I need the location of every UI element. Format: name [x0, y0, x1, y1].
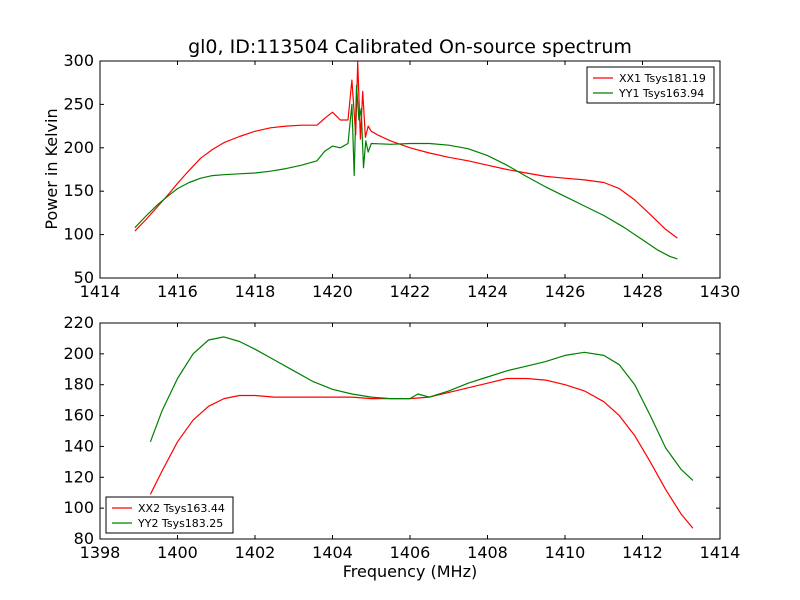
y-tick-label: 50 — [74, 268, 94, 287]
x-tick-label: 1398 — [80, 543, 121, 562]
x-tick-label: 1420 — [312, 282, 353, 301]
y-tick-label: 140 — [63, 436, 94, 455]
x-tick-label: 1406 — [390, 543, 431, 562]
x-tick-label: 1408 — [467, 543, 508, 562]
y-tick-label: 250 — [63, 94, 94, 113]
x-tick-label: 1412 — [622, 543, 663, 562]
series-line-2 — [134, 84, 678, 260]
legend-box — [586, 66, 715, 104]
legend-label-2: YY2 Tsys183.25 — [137, 517, 223, 530]
chart-title: gl0, ID:113504 Calibrated On-source spec… — [188, 36, 632, 58]
x-tick-label: 1414 — [700, 543, 741, 562]
legend-label-1: XX2 Tsys163.44 — [138, 502, 225, 515]
x-tick-label: 1400 — [157, 543, 198, 562]
x-tick-label: 1426 — [545, 282, 586, 301]
legend: XX1 Tsys181.19 YY1 Tsys163.94 — [586, 66, 715, 104]
y-tick-label: 160 — [63, 406, 94, 425]
y-tick-label: 100 — [63, 498, 94, 517]
x-tick-label: 1418 — [235, 282, 276, 301]
x-tick-label: 1410 — [545, 543, 586, 562]
plot-frame — [99, 322, 721, 540]
x-tick-label: 1402 — [235, 543, 276, 562]
x-axis-label: Frequency (MHz) — [343, 562, 477, 581]
legend-label-2: YY1 Tsys163.94 — [618, 87, 704, 100]
y-tick-label: 80 — [74, 529, 94, 548]
series-line-2 — [149, 336, 694, 481]
series-line-1 — [149, 377, 694, 529]
series-line-1 — [134, 61, 678, 239]
y-tick-label: 120 — [63, 467, 94, 486]
bottom-panel: 1398 1400 1402 1404 1406 1408 1410 1412 1414 80 10… — [63, 313, 740, 581]
legend-label-1: XX1 Tsys181.19 — [619, 72, 706, 85]
legend-box — [105, 496, 234, 534]
bottom-plot-area: 1398 1400 1402 1404 1406 1408 1410 1412 1414 80 10… — [63, 313, 740, 562]
x-tick-label: 1404 — [312, 543, 353, 562]
top-panel: gl0, ID:113504 Calibrated On-source spec… — [42, 36, 740, 301]
x-tick-label: 1422 — [390, 282, 431, 301]
x-tick-label: 1430 — [700, 282, 741, 301]
x-tick-label: 1428 — [622, 282, 663, 301]
y-tick-label: 180 — [63, 375, 94, 394]
x-tick-label: 1416 — [157, 282, 198, 301]
y-axis-label: Power in Kelvin — [42, 108, 61, 229]
x-tick-label: 1414 — [80, 282, 121, 301]
legend: XX2 Tsys163.44 YY2 Tsys183.25 — [105, 496, 234, 534]
y-tick-label: 200 — [63, 344, 94, 363]
y-tick-label: 100 — [63, 225, 94, 244]
plot-frame — [99, 60, 721, 279]
x-tick-label: 1424 — [467, 282, 508, 301]
y-tick-label: 150 — [63, 181, 94, 200]
top-plot-area: 1414 1416 1418 1420 1422 1424 1426 1428 1430 50 10… — [63, 51, 740, 301]
y-tick-label: 200 — [63, 138, 94, 157]
y-tick-label: 300 — [63, 51, 94, 70]
y-tick-label: 220 — [63, 313, 94, 332]
